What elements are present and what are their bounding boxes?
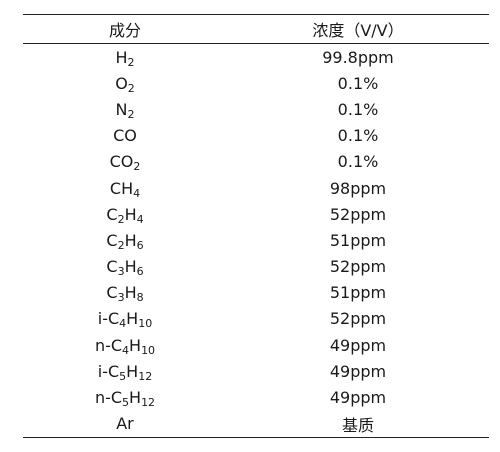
formula-text: H (124, 204, 137, 224)
concentration-cell: 0.1% (337, 73, 379, 93)
formula-text: H (124, 257, 137, 277)
concentration-cell: 0.1% (337, 126, 379, 146)
component-cell: C3H6 (23, 257, 227, 279)
formula-text: H (129, 335, 142, 355)
header-component: 成分 (108, 21, 141, 40)
formula-subscript: 3 (117, 265, 125, 279)
concentration-cell: 0.1% (337, 99, 379, 119)
component-cell: CH4 (23, 178, 227, 200)
formula-text: CO (109, 152, 134, 172)
formula-subscript: 12 (138, 369, 153, 383)
component-cell: H2 (23, 47, 227, 69)
component-cell: i-C4H10 (23, 309, 227, 331)
concentration-cell: 52ppm (329, 204, 387, 224)
component-cell: i-C5H12 (23, 361, 227, 383)
formula-subscript: 4 (136, 212, 144, 226)
formula-text: N (115, 99, 128, 119)
table-row: n-C5H12 49ppm (23, 384, 489, 410)
table-row: CO 0.1% (23, 123, 489, 149)
formula-text: i-C (97, 309, 120, 329)
table-row: Ar 基质 (23, 411, 489, 437)
component-cell: C2H4 (23, 204, 227, 226)
table-row: O2 0.1% (23, 70, 489, 96)
component-cell: CO2 (23, 152, 227, 174)
table-row: i-C4H10 52ppm (23, 306, 489, 332)
formula-text: CO (113, 126, 137, 146)
table-bottom-rule (23, 436, 489, 438)
component-cell: C2H6 (23, 230, 227, 252)
formula-text: i-C (97, 361, 120, 381)
formula-text: n-C (94, 388, 123, 408)
formula-text: H (126, 361, 139, 381)
formula-subscript: 2 (117, 212, 125, 226)
table-row: CO2 0.1% (23, 149, 489, 175)
formula-text: H (129, 388, 142, 408)
table-header-row: 成分 浓度（V/V） (23, 15, 489, 43)
formula-subscript: 2 (127, 81, 135, 95)
component-cell: n-C4H10 (23, 335, 227, 357)
table-row: n-C4H10 49ppm (23, 332, 489, 358)
formula-text: O (115, 73, 128, 93)
formula-subscript: 4 (122, 343, 130, 357)
formula-subscript: 4 (133, 186, 141, 200)
formula-subscript: 2 (127, 107, 135, 121)
formula-subscript: 2 (133, 160, 141, 174)
formula-subscript: 2 (127, 55, 135, 69)
concentration-cell: 49ppm (329, 388, 387, 408)
formula-text: H (124, 230, 137, 250)
table-top-rule (23, 14, 489, 15)
concentration-cell: 99.8ppm (322, 47, 394, 67)
formula-subscript: 4 (119, 317, 127, 331)
component-cell: n-C5H12 (23, 388, 227, 410)
concentration-cell: 98ppm (329, 178, 387, 198)
concentration-cell: 0.1% (337, 152, 379, 172)
component-cell: O2 (23, 73, 227, 95)
formula-subscript: 3 (117, 291, 125, 305)
table-row: C3H6 52ppm (23, 254, 489, 280)
table-row: N2 0.1% (23, 96, 489, 122)
table-row: C2H4 52ppm (23, 201, 489, 227)
formula-subscript: 10 (141, 343, 156, 357)
formula-text: C (106, 230, 118, 250)
formula-text: C (106, 283, 118, 303)
composition-table: 成分 浓度（V/V） H2 99.8ppm O2 0.1% N2 0.1% CO 0.1% CO… (23, 14, 489, 438)
formula-text: H (126, 309, 139, 329)
formula-subscript: 12 (141, 396, 156, 410)
formula-text: C (106, 257, 118, 277)
formula-subscript: 5 (122, 396, 130, 410)
header-concentration: 浓度（V/V） (312, 21, 404, 40)
formula-text: n-C (94, 335, 123, 355)
component-cell: Ar (23, 414, 227, 433)
component-cell: N2 (23, 99, 227, 121)
formula-subscript: 2 (117, 238, 125, 252)
concentration-cell: 51ppm (329, 230, 387, 250)
formula-subscript: 8 (136, 291, 144, 305)
formula-subscript: 6 (136, 238, 144, 252)
table-row: C3H8 51ppm (23, 280, 489, 306)
table-row: C2H6 51ppm (23, 227, 489, 253)
formula-text: Ar (116, 414, 134, 434)
component-cell: C3H8 (23, 283, 227, 305)
concentration-cell: 52ppm (329, 257, 387, 277)
concentration-cell: 49ppm (329, 335, 387, 355)
formula-text: H (124, 283, 137, 303)
concentration-cell: 52ppm (329, 309, 387, 329)
concentration-cell: 基质 (341, 415, 374, 435)
table-row: H2 99.8ppm (23, 44, 489, 70)
concentration-cell: 49ppm (329, 361, 387, 381)
table-row: CH4 98ppm (23, 175, 489, 201)
component-cell: CO (23, 126, 227, 145)
formula-text: H (115, 47, 128, 67)
table-body: H2 99.8ppm O2 0.1% N2 0.1% CO 0.1% CO2 0.1% CH4 98p… (23, 44, 489, 437)
formula-text: CH (109, 178, 134, 198)
formula-text: C (106, 204, 118, 224)
formula-subscript: 10 (138, 317, 153, 331)
table-row: i-C5H12 49ppm (23, 358, 489, 384)
formula-subscript: 6 (136, 265, 144, 279)
concentration-cell: 51ppm (329, 283, 387, 303)
table-header-rule (23, 43, 489, 44)
formula-subscript: 5 (119, 369, 127, 383)
